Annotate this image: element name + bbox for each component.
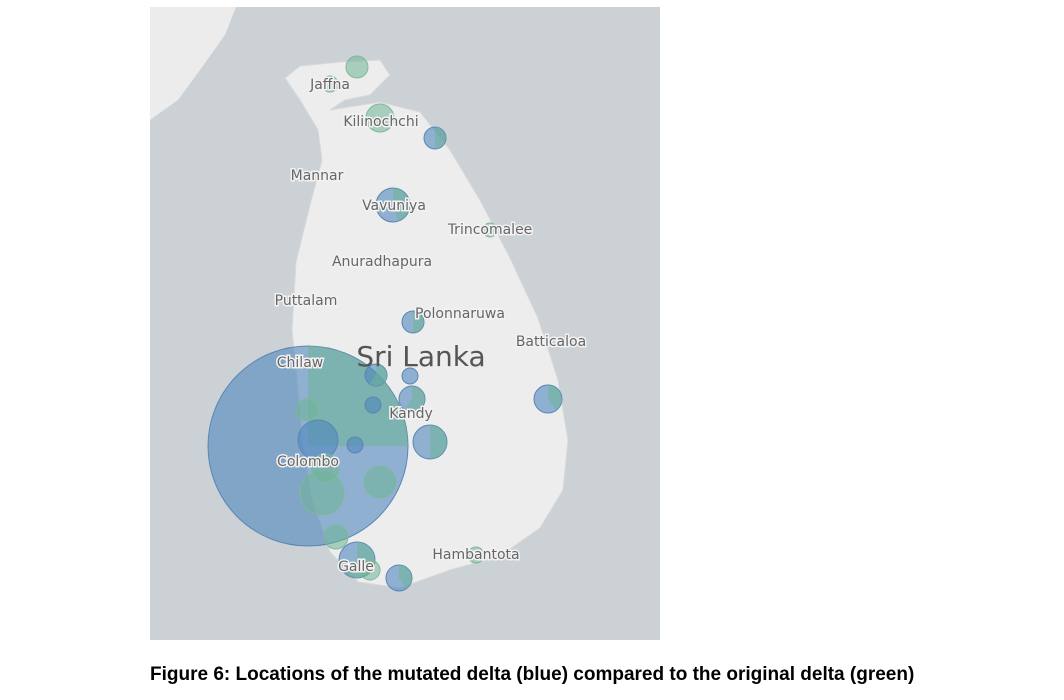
place-label: Trincomalee [447, 222, 533, 238]
place-label: Kilinochchi [343, 114, 418, 130]
marker [401, 367, 419, 385]
marker-wedge [308, 346, 408, 446]
marker [359, 559, 381, 581]
place-label: Jaffna [309, 77, 350, 93]
marker-wedge [404, 386, 426, 412]
place-label: Chilaw [277, 355, 323, 371]
marker-wedge [430, 425, 447, 459]
place-label: Mannar [291, 168, 344, 184]
marker-wedge [435, 127, 446, 149]
marker-wedge [548, 385, 563, 411]
marker-wedge [413, 311, 424, 333]
marker [295, 398, 319, 422]
marker-wedge [369, 364, 388, 387]
marker [364, 396, 382, 414]
marker [310, 453, 340, 483]
caption: Figure 6: Locations of the mutated delta… [150, 664, 914, 685]
markers [207, 55, 563, 592]
marker-wedge [393, 188, 410, 222]
place-label: Colombo [277, 454, 339, 470]
india-coast [150, 7, 236, 120]
place-label: Batticaloa [516, 334, 586, 350]
country-label: Sri Lanka [356, 340, 485, 373]
place-label: Kandy [389, 406, 433, 422]
marker-wedge [399, 565, 413, 589]
marker [363, 465, 397, 499]
place-label: Anuradhapura [332, 254, 432, 270]
marker [482, 222, 498, 238]
place-labels: Jaffna Kilinochchi Mannar Vavuniya Trincomal… [273, 76, 588, 577]
marker [321, 75, 339, 93]
place-label: Vavuniya [362, 198, 426, 214]
marker [323, 524, 349, 550]
place-label: Hambantota [432, 547, 519, 563]
marker [467, 546, 485, 564]
place-label: Polonnaruwa [415, 306, 505, 322]
marker [365, 103, 395, 133]
place-label: Puttalam [275, 293, 338, 309]
marker [346, 436, 364, 454]
marker [345, 55, 369, 79]
place-label: Galle [338, 559, 374, 575]
